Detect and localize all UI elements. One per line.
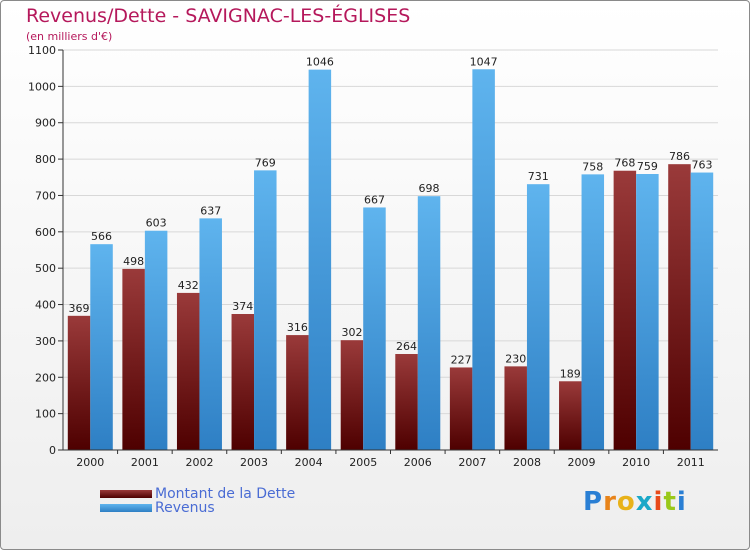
bar-revenus	[199, 218, 222, 450]
data-label: 731	[528, 170, 549, 183]
data-label: 667	[364, 193, 385, 206]
data-label: 786	[669, 150, 690, 163]
bar-revenus	[144, 230, 168, 450]
x-tick-label: 2004	[295, 456, 323, 469]
data-label: 498	[123, 255, 144, 268]
logo-letter: o	[616, 487, 636, 517]
data-label: 227	[451, 353, 472, 366]
bar-dette	[504, 366, 527, 450]
data-label: 189	[560, 367, 581, 380]
axes: 0 100 200 300 400 500 600 700 800 900 1000 1100 2000…	[28, 44, 718, 469]
bar-revenus	[254, 170, 277, 450]
bar-revenus	[308, 69, 332, 451]
y-tick-label: 400	[35, 299, 56, 312]
legend-swatch-dette	[100, 490, 152, 498]
x-tick-label: 2002	[185, 456, 213, 469]
bar-revenus	[363, 207, 386, 450]
x-tick-label: 2010	[622, 456, 650, 469]
chart-subtitle: (en milliers d'€)	[26, 30, 113, 43]
y-tick-label: 100	[35, 408, 56, 421]
legend-label-revenus: Revenus	[155, 500, 215, 516]
data-label: 769	[255, 156, 276, 169]
x-tick-label: 2011	[677, 456, 705, 469]
gridlines	[63, 49, 718, 415]
bar-dette	[559, 381, 582, 450]
data-label: 758	[582, 160, 603, 173]
data-label: 759	[637, 160, 658, 173]
bar-dette	[668, 164, 691, 450]
data-label: 1046	[306, 56, 334, 69]
logo-letter: t	[663, 487, 677, 517]
bar-revenus	[581, 174, 605, 450]
bar-revenus	[690, 172, 714, 450]
y-tick-label: 1100	[28, 44, 56, 57]
bar-revenus	[526, 184, 550, 450]
bar-revenus	[417, 196, 441, 450]
proxiti-logo: Proxiti	[583, 487, 687, 517]
data-label: 264	[396, 340, 417, 353]
bar-dette	[613, 170, 637, 450]
logo-letter: i	[653, 487, 664, 517]
y-tick-label: 500	[35, 262, 56, 275]
y-tick-label: 0	[49, 444, 56, 457]
bar-dette	[340, 340, 364, 450]
data-label: 603	[146, 217, 167, 230]
data-label: 1047	[470, 55, 498, 68]
y-tick-label: 200	[35, 371, 56, 384]
data-label: 698	[419, 182, 440, 195]
data-label: 566	[91, 230, 112, 243]
data-label: 768	[614, 157, 635, 170]
bar-revenus	[636, 174, 659, 450]
y-tick-label: 600	[35, 226, 56, 239]
data-label: 302	[341, 326, 362, 339]
legend-swatch-revenus	[100, 504, 152, 512]
x-tick-label: 2003	[240, 456, 268, 469]
logo-letter: r	[603, 487, 617, 517]
data-label: 316	[287, 321, 308, 334]
bars	[67, 69, 714, 451]
logo-letter: x	[635, 487, 654, 517]
data-label: 369	[69, 302, 90, 315]
data-label: 637	[200, 204, 221, 217]
y-tick-label: 300	[35, 335, 56, 348]
chart-title: Revenus/Dette - SAVIGNAC-LES-ÉGLISES	[26, 5, 411, 27]
data-label: 230	[505, 352, 526, 365]
bar-dette	[286, 335, 309, 450]
logo-letter: i	[676, 487, 687, 517]
data-label: 763	[691, 159, 712, 172]
logo-letter: P	[583, 487, 604, 517]
x-tick-label: 2009	[568, 456, 596, 469]
y-tick-label: 1000	[28, 80, 56, 93]
bar-revenus	[472, 69, 495, 450]
x-tick-label: 2007	[458, 456, 486, 469]
bar-dette	[449, 367, 473, 450]
bar-dette	[176, 292, 200, 450]
legend-label-dette: Montant de la Dette	[155, 486, 296, 502]
bar-dette	[122, 268, 145, 450]
data-labels: 369 566 498 603 432 637 374 769 316 1046 302 667 264…	[69, 55, 713, 380]
x-tick-label: 2005	[349, 456, 377, 469]
y-tick-label: 900	[35, 117, 56, 130]
bar-dette	[231, 314, 255, 450]
bar-revenus	[90, 244, 113, 450]
x-tick-label: 2006	[404, 456, 432, 469]
bar-dette	[67, 315, 91, 450]
data-label: 432	[178, 279, 199, 292]
y-tick-label: 700	[35, 189, 56, 202]
y-tick-label: 800	[35, 153, 56, 166]
bar-dette	[395, 354, 418, 450]
x-tick-label: 2001	[131, 456, 159, 469]
data-label: 374	[232, 300, 253, 313]
x-tick-label: 2008	[513, 456, 541, 469]
x-tick-label: 2000	[76, 456, 104, 469]
